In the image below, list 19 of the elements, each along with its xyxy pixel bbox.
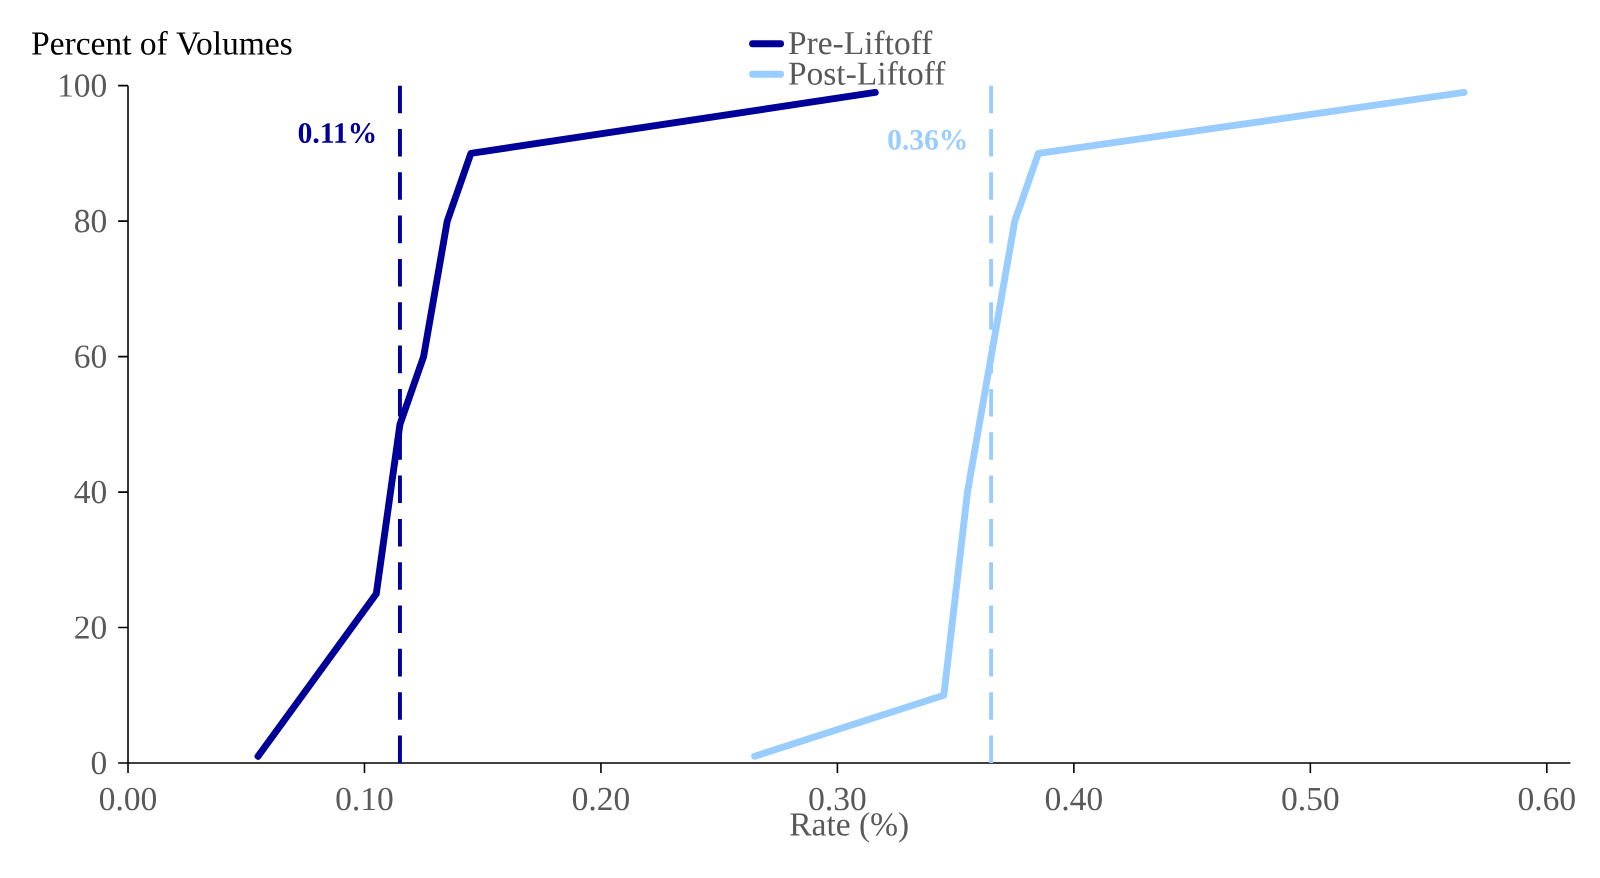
x-tick-label: 0.40 (1045, 787, 1102, 811)
x-tick-label: 0.60 (1518, 787, 1575, 811)
y-tick-label: 0 (91, 751, 106, 775)
y-axis-title: Percent of Volumes (32, 30, 292, 55)
ref-line-label: 0.11% (298, 122, 375, 143)
ref-line-label: 0.36% (888, 129, 966, 150)
x-tick-label: 0.20 (572, 787, 629, 811)
legend-label: Post-Liftoff (788, 60, 946, 85)
x-tick-label: 0.10 (336, 787, 393, 811)
y-tick-label: 60 (75, 345, 106, 368)
y-tick-label: 20 (75, 616, 106, 639)
y-tick-label: 100 (59, 74, 106, 97)
x-axis-title: Rate (%) (790, 812, 908, 843)
x-tick-label: 0.00 (99, 787, 157, 811)
y-tick-label: 80 (75, 209, 106, 233)
y-tick-label: 40 (74, 480, 106, 504)
x-tick-label: 0.30 (809, 787, 866, 811)
x-tick-label: 0.50 (1282, 787, 1339, 811)
legend-label: Pre-Liftoff (788, 30, 933, 55)
